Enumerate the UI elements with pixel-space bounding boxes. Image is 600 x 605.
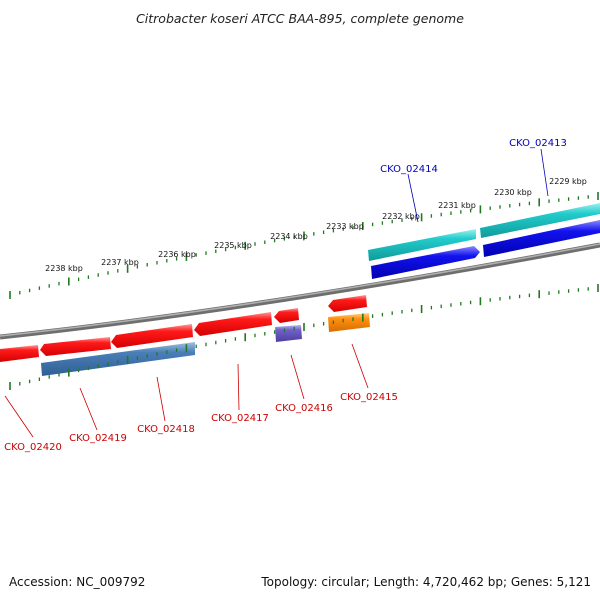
tick-label-2237: 2237 kbp xyxy=(101,258,139,267)
tick-label-2232: 2232 kbp xyxy=(382,212,420,221)
gene-label-cko02413[interactable]: CKO_02413 xyxy=(509,138,567,149)
leader-line-cko02413 xyxy=(540,148,549,197)
cds-arrow-cko02415[interactable] xyxy=(328,295,367,312)
cds-arrow-cko02416[interactable] xyxy=(274,308,299,323)
tick-ruler-lower xyxy=(9,284,599,390)
forward-rna-track xyxy=(368,203,600,261)
rna-feature-cko02413[interactable] xyxy=(480,203,600,238)
rna-feature-cko02414[interactable] xyxy=(368,229,476,261)
tick-label-2236: 2236 kbp xyxy=(158,250,196,259)
tick-label-2231: 2231 kbp xyxy=(438,201,476,210)
forward-cds-track xyxy=(371,220,600,279)
cds-arrow-cko02420[interactable] xyxy=(0,345,39,362)
tick-label-2235: 2235 kbp xyxy=(214,241,252,250)
genome-backbone xyxy=(0,242,600,340)
reverse-rna-track xyxy=(41,313,370,376)
gene-label-cko02420[interactable]: CKO_02420 xyxy=(4,442,62,453)
tick-ruler-upper xyxy=(9,192,599,299)
cds-arrow-cko02419[interactable] xyxy=(40,337,111,356)
gene-label-cko02417[interactable]: CKO_02417 xyxy=(211,413,269,424)
tick-label-2233: 2233 kbp xyxy=(326,222,364,231)
leader-line-cko02414 xyxy=(407,173,419,223)
accession-text: Accession: NC_009792 xyxy=(9,575,145,589)
leader-line-cko02417 xyxy=(237,363,240,411)
cds-arrow-cko02418[interactable] xyxy=(111,324,193,348)
tick-labels: 2238 kbp 2237 kbp 2236 kbp 2235 kbp 2234… xyxy=(45,177,587,273)
leader-line-cko02416 xyxy=(290,354,305,400)
gene-label-cko02418[interactable]: CKO_02418 xyxy=(137,424,195,435)
rna-feature-cko02419[interactable] xyxy=(41,342,195,376)
map-title: Citrobacter koseri ATCC BAA-895, complet… xyxy=(136,11,464,26)
gene-label-cko02415[interactable]: CKO_02415 xyxy=(340,392,398,403)
gene-label-cko02414[interactable]: CKO_02414 xyxy=(380,164,438,175)
tick-label-2238: 2238 kbp xyxy=(45,264,83,273)
gene-label-cko02416[interactable]: CKO_02416 xyxy=(275,403,333,414)
gene-label-cko02419[interactable]: CKO_02419 xyxy=(69,433,127,444)
bottom-gene-labels: CKO_02420 CKO_02419 CKO_02418 CKO_02417 … xyxy=(4,343,398,453)
top-gene-labels: CKO_02414 CKO_02413 xyxy=(380,138,567,223)
cds-arrow-cko02413[interactable] xyxy=(483,220,600,257)
leader-line-cko02419 xyxy=(79,387,98,431)
leader-line-cko02418 xyxy=(156,376,166,422)
leader-line-cko02420 xyxy=(4,395,34,438)
genome-backbone-highlight xyxy=(0,243,600,337)
reverse-cds-track xyxy=(0,295,367,362)
tick-label-2230: 2230 kbp xyxy=(494,188,532,197)
leader-line-cko02415 xyxy=(351,343,369,389)
cds-arrow-cko02414[interactable] xyxy=(371,246,480,279)
rna-feature-cko02415[interactable] xyxy=(328,313,370,332)
tick-label-2234: 2234 kbp xyxy=(270,232,308,241)
rna-feature-cko02416[interactable] xyxy=(275,325,302,342)
cds-arrow-cko02417[interactable] xyxy=(194,312,272,336)
genome-summary-text: Topology: circular; Length: 4,720,462 bp… xyxy=(260,575,591,589)
tick-label-2229: 2229 kbp xyxy=(549,177,587,186)
